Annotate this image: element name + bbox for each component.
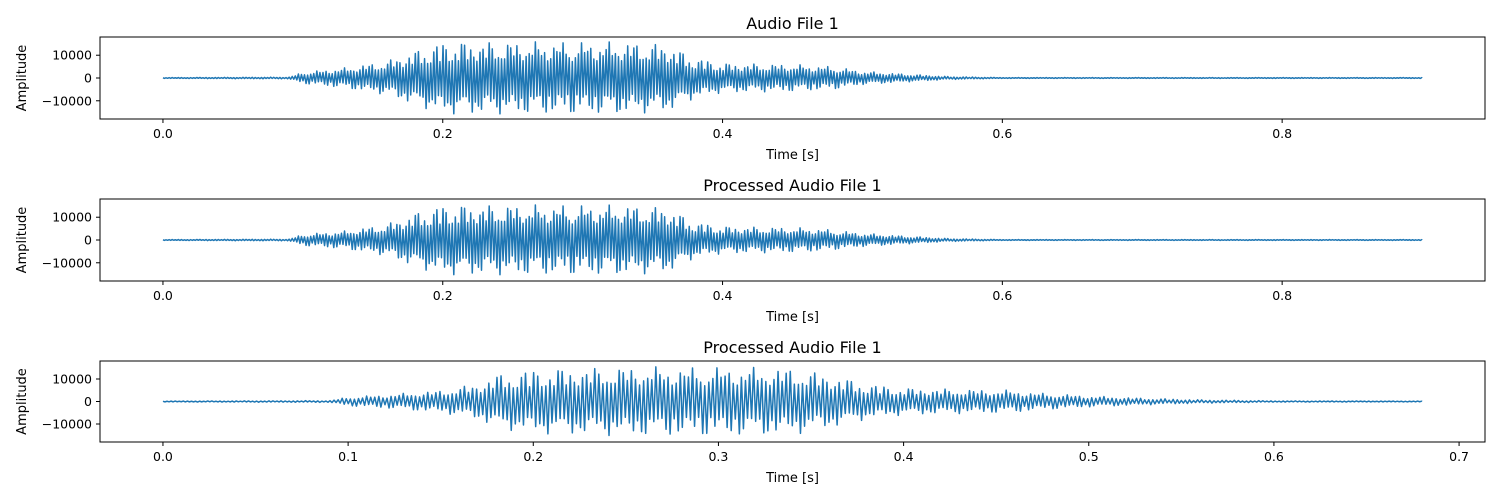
y-axis-label: Amplitude [15, 368, 30, 435]
y-tick-label: −10000 [42, 417, 92, 432]
x-tick-label: 0.6 [992, 126, 1012, 141]
y-tick-label: 0 [84, 71, 92, 86]
x-tick-label: 0.2 [433, 288, 453, 303]
subplot-1: 0.0 0.2 0.4 0.6 0.8 10000 0 −10000 Audio File 1 T… [15, 14, 1486, 163]
x-tick-label: 0.0 [153, 126, 173, 141]
x-tick-label: 0.0 [153, 449, 173, 464]
x-tick-label: 0.4 [713, 126, 733, 141]
y-axis-label: Amplitude [15, 45, 30, 112]
x-tick-label: 0.7 [1449, 449, 1469, 464]
chart-title: Processed Audio File 1 [703, 338, 881, 357]
x-tick-label: 0.5 [1079, 449, 1099, 464]
x-tick-label: 0.6 [992, 288, 1012, 303]
y-tick-label: 10000 [52, 372, 92, 387]
subplot-2: 0.0 0.2 0.4 0.6 0.8 10000 0 −10000 Processed Aud… [15, 176, 1486, 325]
x-tick-label: 0.4 [894, 449, 914, 464]
x-tick-label: 0.1 [338, 449, 358, 464]
waveform-line [162, 41, 1423, 115]
x-tick-label: 0.3 [708, 449, 728, 464]
x-tick-label: 0.6 [1264, 449, 1284, 464]
x-axis-label: Time [s] [765, 148, 819, 163]
waveform-line [162, 366, 1423, 437]
x-tick-label: 0.8 [1272, 126, 1292, 141]
x-axis-label: Time [s] [765, 471, 819, 486]
chart-title: Audio File 1 [746, 14, 839, 33]
y-axis-label: Amplitude [15, 207, 30, 274]
x-tick-label: 0.0 [153, 288, 173, 303]
waveform-line [162, 204, 1423, 276]
y-tick-label: 10000 [52, 48, 92, 63]
x-axis-label: Time [s] [765, 310, 819, 325]
y-tick-label: 10000 [52, 210, 92, 225]
y-tick-label: −10000 [42, 93, 92, 108]
chart-title: Processed Audio File 1 [703, 176, 881, 195]
x-tick-label: 0.2 [523, 449, 543, 464]
y-tick-label: 0 [84, 233, 92, 248]
x-tick-label: 0.2 [433, 126, 453, 141]
y-tick-label: −10000 [42, 255, 92, 270]
y-tick-label: 0 [84, 394, 92, 409]
subplot-3: 0.0 0.1 0.2 0.3 0.4 0.5 0.6 0.7 10000 0 −10000 Proc… [15, 338, 1486, 486]
x-tick-label: 0.4 [713, 288, 733, 303]
x-tick-label: 0.8 [1272, 288, 1292, 303]
